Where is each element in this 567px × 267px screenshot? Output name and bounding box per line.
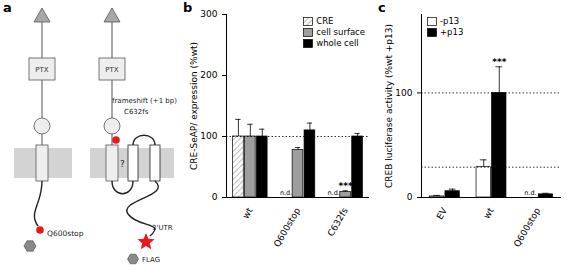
html-text:-p13: -p13 bbox=[440, 16, 460, 26]
svg-text:Q600stop: Q600stop bbox=[47, 229, 84, 238]
svg-text:C632fs: C632fs bbox=[326, 206, 350, 238]
svg-text:?: ? bbox=[120, 159, 125, 169]
html-text:a: a bbox=[3, 0, 12, 15]
html-text:cell surface: cell surface bbox=[316, 27, 365, 37]
html-text:+p13: +p13 bbox=[440, 27, 464, 37]
svg-text:100: 100 bbox=[200, 131, 217, 141]
html-text:b: b bbox=[183, 0, 193, 15]
svg-text:CRE-SeAP/ expression (%wt): CRE-SeAP/ expression (%wt) bbox=[189, 42, 199, 170]
svg-text:200: 200 bbox=[200, 70, 217, 80]
svg-text:0: 0 bbox=[407, 192, 413, 202]
svg-text:300: 300 bbox=[200, 9, 217, 19]
html-text:c: c bbox=[378, 0, 386, 15]
svg-text:Q600stop: Q600stop bbox=[512, 206, 543, 249]
svg-text:EV: EV bbox=[434, 205, 449, 221]
svg-text:frameshift (+1 bp): frameshift (+1 bp) bbox=[112, 97, 177, 105]
svg-text:0: 0 bbox=[212, 192, 218, 202]
svg-text:100: 100 bbox=[395, 88, 412, 98]
svg-text:FLAG: FLAG bbox=[142, 256, 160, 264]
svg-text:n.d.: n.d. bbox=[524, 189, 536, 197]
svg-text:n.d.: n.d. bbox=[280, 189, 292, 197]
svg-text:***: *** bbox=[492, 57, 506, 67]
svg-text:PTX: PTX bbox=[105, 66, 118, 74]
svg-text:n.d.: n.d. bbox=[327, 188, 340, 197]
html-text:whole cell: whole cell bbox=[316, 38, 359, 48]
svg-text:Q600stop: Q600stop bbox=[272, 206, 303, 249]
svg-text:PTX: PTX bbox=[35, 66, 48, 74]
svg-text:***: *** bbox=[339, 181, 353, 191]
html-text:CRE: CRE bbox=[316, 16, 334, 26]
svg-text:wt: wt bbox=[482, 206, 496, 221]
svg-text:CREB luciferase activity (%wt: CREB luciferase activity (%wt +p13) bbox=[384, 24, 394, 188]
svg-text:3'UTR: 3'UTR bbox=[152, 224, 173, 232]
svg-text:wt: wt bbox=[240, 206, 254, 221]
svg-text:C632fs: C632fs bbox=[124, 108, 149, 116]
